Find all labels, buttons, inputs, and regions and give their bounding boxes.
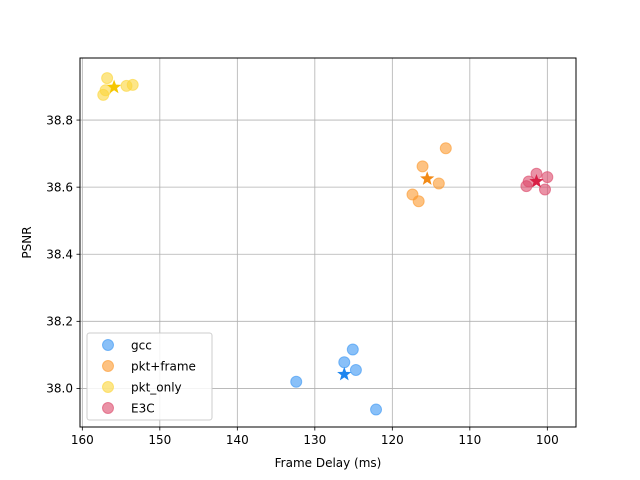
- legend-label: gcc: [131, 338, 152, 352]
- x-tick-label: 100: [536, 433, 559, 447]
- data-point: [541, 171, 554, 184]
- legend-label: pkt_only: [131, 380, 182, 394]
- data-point: [349, 363, 362, 376]
- data-point: [126, 78, 139, 91]
- data-point: [432, 177, 445, 190]
- y-tick-label: 38.6: [46, 180, 73, 194]
- y-tick-label: 38.8: [46, 113, 73, 127]
- x-tick-label: 160: [71, 433, 94, 447]
- legend-item: pkt_only: [102, 380, 182, 394]
- series-pkt_only: [97, 72, 139, 101]
- x-tick-label: 110: [458, 433, 481, 447]
- y-tick-label: 38.4: [46, 248, 73, 262]
- data-point: [338, 356, 351, 369]
- series-mean-star: [529, 173, 544, 188]
- series-pkt+frame: [406, 142, 452, 208]
- data-point: [101, 72, 114, 85]
- x-tick-label: 140: [226, 433, 249, 447]
- data-point: [370, 403, 383, 416]
- legend-marker: [102, 402, 114, 414]
- x-tick-label: 130: [303, 433, 326, 447]
- y-axis-ticks: 38.0 38.2 38.4 38.6 38.8: [46, 113, 80, 396]
- legend-box: [86, 332, 213, 421]
- series-mean-star: [337, 366, 352, 381]
- grid-lines: [80, 58, 576, 427]
- series-mean-star: [420, 171, 435, 185]
- data-points: [97, 72, 554, 416]
- data-point: [412, 195, 425, 208]
- x-axis-label: Frame Delay (ms): [275, 456, 382, 470]
- data-point: [416, 160, 429, 173]
- series-E3C: [520, 167, 554, 196]
- y-tick-label: 38.0: [46, 382, 73, 396]
- x-tick-label: 150: [148, 433, 171, 447]
- x-tick-label: 120: [381, 433, 404, 447]
- legend-marker: [102, 339, 114, 351]
- plot-area-frame: [79, 57, 577, 428]
- series-mean-star: [106, 79, 122, 94]
- x-axis-ticks: 160 150 140 130 120 110 100: [71, 427, 559, 447]
- legend-marker: [102, 360, 114, 372]
- data-point: [539, 183, 551, 196]
- data-point: [346, 343, 359, 356]
- series-gcc: [290, 343, 383, 416]
- data-point: [290, 375, 303, 388]
- y-axis-label: PSNR: [20, 226, 34, 258]
- legend-label: pkt+frame: [131, 359, 196, 373]
- legend: gcc pkt+frame pkt_only E3C: [86, 332, 213, 421]
- y-tick-label: 38.2: [46, 315, 73, 329]
- legend-label: E3C: [131, 401, 155, 415]
- legend-item: gcc: [102, 338, 152, 352]
- legend-item: pkt+frame: [102, 359, 196, 373]
- legend-marker: [102, 381, 114, 393]
- data-point: [439, 142, 452, 155]
- legend-item: E3C: [102, 401, 155, 415]
